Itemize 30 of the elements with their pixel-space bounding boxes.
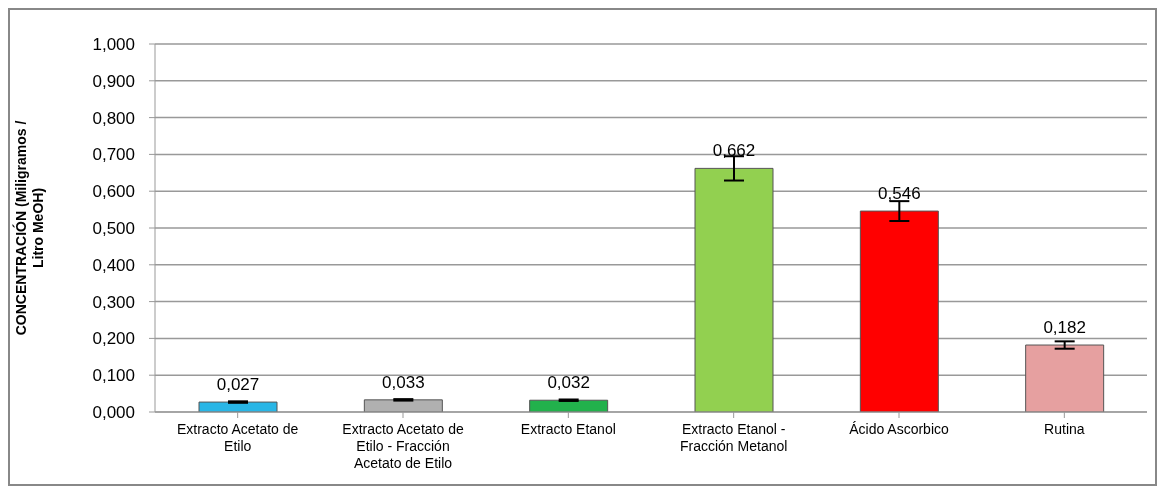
data-label: 0,182	[1043, 318, 1086, 338]
data-label: 0,546	[878, 184, 921, 204]
y-tick-label: 0,500	[92, 219, 135, 239]
x-tick-label: Extracto Acetato de Etilo - Fracción Acetato de Etilo	[342, 421, 464, 471]
data-label: 0,032	[547, 373, 590, 393]
bar	[363, 399, 443, 412]
data-label: 0,662	[712, 141, 756, 161]
bar	[1025, 344, 1105, 412]
y-tick-label: 0,900	[92, 71, 135, 91]
y-tick-label: 0,800	[92, 108, 135, 128]
x-tick-label: Extracto Acetato de Etilo	[176, 421, 299, 454]
data-label: 0,027	[216, 375, 260, 395]
y-tick-label: 0,600	[92, 182, 135, 202]
y-tick-label: 0,200	[92, 329, 135, 349]
x-tick-label: Extracto Etanol - Fracción Metanol	[679, 421, 788, 454]
y-tick-label: 0,000	[92, 403, 135, 423]
y-tick-label: 0,700	[92, 145, 135, 165]
bar	[198, 401, 278, 412]
bar	[859, 210, 939, 412]
y-tick-label: 0,100	[92, 366, 135, 386]
bar	[694, 167, 774, 412]
bar	[529, 399, 609, 412]
y-tick-label: 0,400	[92, 255, 135, 275]
y-axis-title: CONCENTRACIÓN (Miligramos / Litro MeOH)	[11, 120, 46, 336]
x-tick-label: Extracto Etanol	[520, 421, 616, 437]
x-tick-label: Ácido Ascorbico	[849, 421, 950, 437]
y-tick-label: 0,300	[92, 292, 135, 312]
y-tick-label: 1,000	[92, 35, 135, 55]
data-label: 0,033	[382, 372, 425, 392]
x-tick-label: Rutina	[1044, 421, 1085, 437]
